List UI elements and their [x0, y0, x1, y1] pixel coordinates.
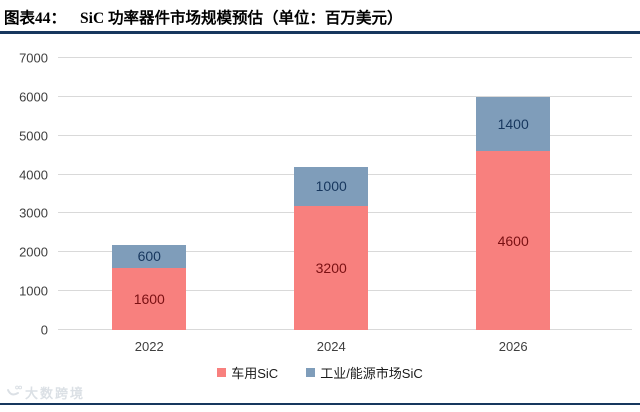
y-axis-tick-label: 1000 — [19, 283, 48, 299]
bottom-divider — [0, 403, 640, 405]
bar-segment: 3200 — [294, 205, 369, 330]
y-axis-tick-label: 3000 — [19, 205, 48, 221]
x-axis-tick-label: 2022 — [134, 339, 164, 354]
watermark-text: 大数跨境 — [25, 385, 86, 401]
bar-group-2026: 4600 1400 — [476, 96, 551, 330]
legend-item: 工业/能源市场SiC — [306, 363, 423, 382]
bar-segment: 4600 — [476, 151, 551, 330]
y-axis-tick-label: 6000 — [19, 89, 48, 105]
bar-value-label: 1600 — [133, 290, 165, 307]
watermark: 大数跨境 — [6, 383, 85, 401]
bar-value-label: 600 — [137, 248, 161, 265]
bar-value-label: 4600 — [497, 232, 529, 249]
y-axis-tick-label: 4000 — [19, 167, 48, 183]
smiley-logo-icon — [7, 385, 22, 396]
x-axis-tick-label: 2024 — [316, 339, 346, 354]
x-axis-tick-label: 2026 — [498, 339, 528, 354]
bar-value-label: 1000 — [315, 178, 347, 195]
legend-item: 车用SiC — [217, 363, 278, 382]
chart-legend: 车用SiC 工业/能源市场SiC — [0, 363, 640, 382]
title-divider — [0, 31, 640, 34]
bar-value-label: 1400 — [497, 116, 529, 133]
y-axis-tick-label: 7000 — [19, 50, 48, 66]
bar-segment: 1000 — [294, 166, 369, 206]
plot-area: 0 1000 2000 3000 4000 5000 6000 7000 1600 600 2022… — [19, 52, 632, 354]
gridline — [58, 95, 632, 97]
legend-swatch — [217, 368, 227, 377]
legend-label: 工业/能源市场SiC — [320, 366, 423, 381]
figure-number-label: 图表44： — [4, 10, 67, 27]
bar-segment: 600 — [112, 244, 187, 268]
bar-segment: 1600 — [112, 267, 187, 330]
legend-swatch — [306, 368, 316, 377]
y-axis-tick-label: 2000 — [19, 244, 48, 260]
y-axis-tick-label: 0 — [40, 322, 48, 338]
legend-label: 车用SiC — [231, 366, 279, 381]
bar-group-2022: 1600 600 — [112, 244, 187, 330]
bar-value-label: 3200 — [315, 259, 347, 276]
page-title: 图表44： SiC 功率器件市场规模预估（单位：百万美元） — [4, 6, 636, 28]
bar-group-2024: 3200 1000 — [294, 166, 369, 330]
bar-segment: 1400 — [476, 96, 551, 152]
figure-title-text: SiC 功率器件市场规模预估（单位：百万美元） — [80, 10, 403, 27]
gridline — [58, 134, 632, 136]
gridline — [58, 57, 632, 58]
y-axis-tick-label: 5000 — [19, 128, 48, 144]
